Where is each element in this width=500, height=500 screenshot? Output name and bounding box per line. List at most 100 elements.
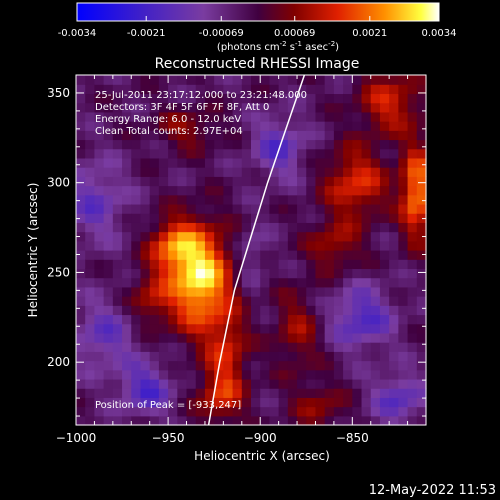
heatmap-cell	[177, 167, 188, 177]
heatmap-cell	[195, 277, 206, 288]
heatmap-cell	[131, 250, 142, 260]
heatmap-cell	[379, 185, 390, 196]
heatmap-cell	[204, 203, 215, 214]
heatmap-cell	[352, 397, 363, 408]
heatmap-cell	[76, 185, 86, 196]
heatmap-cell	[76, 194, 86, 205]
heatmap-cell	[177, 148, 188, 159]
heatmap-cell	[333, 84, 344, 95]
heatmap-cell	[232, 296, 243, 306]
heatmap-cell	[223, 185, 234, 196]
heatmap-cell	[186, 259, 197, 270]
heatmap-cell	[204, 268, 215, 279]
heatmap-cell	[269, 167, 280, 177]
heatmap-cell	[379, 130, 390, 141]
heatmap-cell	[186, 148, 197, 159]
heatmap-cell	[223, 121, 234, 131]
heatmap-cell	[232, 139, 243, 150]
heatmap-cell	[352, 194, 363, 205]
heatmap-cell	[297, 130, 307, 141]
heatmap-cell	[370, 397, 381, 408]
heatmap-cell	[297, 296, 307, 306]
heatmap-cell	[76, 388, 86, 398]
heatmap-cell	[278, 176, 289, 187]
heatmap-cell	[398, 369, 409, 380]
colorbar-tick-label: 0.0034	[422, 28, 457, 39]
heatmap-cell	[122, 157, 132, 168]
heatmap-cell	[149, 176, 160, 187]
heatmap-cell	[149, 360, 160, 371]
heatmap-cell	[315, 250, 326, 260]
heatmap-cell	[223, 415, 234, 426]
heatmap-cell	[168, 286, 178, 297]
heatmap-cell	[94, 415, 105, 426]
heatmap-cell	[398, 121, 409, 131]
heatmap-cell	[333, 369, 344, 380]
heatmap-cell	[379, 277, 390, 288]
heatmap-cell	[315, 176, 326, 187]
heatmap-cell	[370, 323, 381, 334]
heatmap-cell	[278, 194, 289, 205]
heatmap-cell	[370, 111, 381, 122]
heatmap-cell	[343, 176, 353, 187]
heatmap-cell	[149, 185, 160, 196]
heatmap-cell	[140, 240, 151, 251]
heatmap-cell	[223, 130, 234, 141]
heatmap-cell	[370, 286, 381, 297]
heatmap-cell	[149, 415, 160, 426]
heatmap-cell	[94, 167, 105, 177]
heatmap-cell	[149, 148, 160, 159]
heatmap-cell	[223, 406, 234, 417]
heatmap-cell	[85, 250, 96, 260]
heatmap-cell	[149, 213, 160, 223]
heatmap-cell	[177, 84, 188, 95]
heatmap-cell	[260, 93, 271, 104]
heatmap-cell	[168, 259, 178, 270]
heatmap-cell	[112, 360, 123, 371]
heatmap-cell	[416, 351, 427, 362]
heatmap-cell	[195, 296, 206, 306]
heatmap-cell	[251, 139, 261, 150]
heatmap-cell	[361, 259, 372, 270]
heatmap-cell	[416, 75, 427, 85]
heatmap-cell	[122, 231, 132, 242]
heatmap-cell	[168, 240, 178, 251]
heatmap-cell	[278, 305, 289, 316]
heatmap-cell	[251, 93, 261, 104]
heatmap-cell	[149, 268, 160, 279]
heatmap-cell	[112, 121, 123, 131]
heatmap-cell	[195, 84, 206, 95]
heatmap-cell	[379, 75, 390, 85]
heatmap-cell	[204, 222, 215, 233]
heatmap-cell	[195, 332, 206, 343]
heatmap-cell	[370, 222, 381, 233]
heatmap-cell	[260, 121, 271, 131]
heatmap-cell	[398, 250, 409, 260]
heatmap-cell	[370, 213, 381, 223]
heatmap-cell	[76, 277, 86, 288]
heatmap-cell	[315, 194, 326, 205]
heatmap-cell	[260, 111, 271, 122]
heatmap-cell	[223, 139, 234, 150]
heatmap-cell	[297, 139, 307, 150]
heatmap-cell	[343, 203, 353, 214]
heatmap-cell	[112, 75, 123, 85]
heatmap-cell	[177, 342, 188, 352]
heatmap-cell	[232, 259, 243, 270]
heatmap-cell	[324, 296, 335, 306]
heatmap-cell	[103, 296, 114, 306]
heatmap-cell	[297, 148, 307, 159]
heatmap-cell	[361, 415, 372, 426]
heatmap-cell	[389, 286, 399, 297]
heatmap-cell	[186, 351, 197, 362]
heatmap-cell	[186, 213, 197, 223]
heatmap-cell	[158, 75, 169, 85]
heatmap-cell	[232, 194, 243, 205]
heatmap-cell	[315, 388, 326, 398]
heatmap-cell	[149, 111, 160, 122]
heatmap-cell	[398, 323, 409, 334]
heatmap-cell	[76, 148, 86, 159]
heatmap-cell	[140, 231, 151, 242]
heatmap-cell	[398, 222, 409, 233]
heatmap-cell	[287, 167, 298, 177]
